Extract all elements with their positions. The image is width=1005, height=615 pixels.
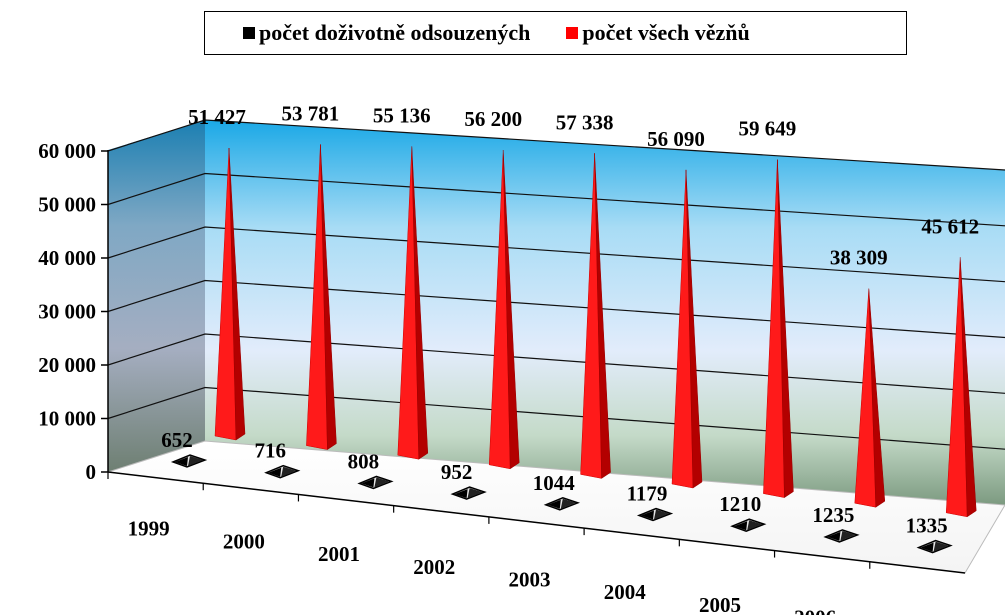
x-tick-label: 2002 <box>413 555 455 579</box>
red-data-label: 51 427 <box>188 105 246 129</box>
black-data-label: 1235 <box>812 503 854 527</box>
series-life-sentenced <box>170 454 953 554</box>
life-marker-side <box>840 530 856 541</box>
y-tick-label: 60 000 <box>38 139 96 163</box>
red-data-label: 56 090 <box>647 127 705 151</box>
red-data-label: 57 338 <box>556 110 614 134</box>
cone-shade-face <box>777 159 794 499</box>
x-tick-label: 2000 <box>223 529 265 553</box>
life-marker <box>641 510 654 520</box>
cone-shade-face <box>411 146 429 460</box>
x-tick-label: 2006 <box>794 606 836 615</box>
x-tick-label: 2004 <box>604 580 647 604</box>
gridline <box>107 119 1005 171</box>
life-marker <box>827 531 841 541</box>
y-tick-label: 30 000 <box>38 300 96 324</box>
y-tick-label: 0 <box>86 460 97 484</box>
life-marker-side <box>654 509 669 520</box>
life-marker <box>268 467 282 477</box>
black-data-label: 1179 <box>627 482 668 506</box>
y-axis-ticks: 0 10 000 20 000 30 000 40 000 50 000 60 000 <box>38 139 108 484</box>
cone-shade-face <box>320 144 337 451</box>
gridline <box>107 172 1005 227</box>
life-marker-side <box>747 520 763 531</box>
legend: počet doživotně odsouzených počet všech … <box>204 11 907 55</box>
legend-label-all-prisoners: počet všech vězňů <box>582 20 750 45</box>
black-data-label: 1335 <box>906 514 948 538</box>
legend-swatch-red <box>566 27 579 39</box>
life-marker <box>734 521 748 531</box>
y-tick-label: 50 000 <box>38 193 96 217</box>
red-data-label: 55 136 <box>373 103 431 127</box>
life-marker <box>361 478 375 488</box>
red-data-label: 45 612 <box>921 214 979 238</box>
series-all-prisoners <box>214 144 977 518</box>
legend-swatch-black <box>243 27 255 39</box>
black-data-label: 652 <box>161 428 193 452</box>
red-data-label: 56 200 <box>464 107 522 131</box>
black-data-label: 1210 <box>719 492 761 516</box>
gridline <box>107 333 1005 394</box>
cone-shade-face <box>228 147 246 441</box>
life-marker <box>920 542 934 552</box>
x-axis-ticks: 199920002001200220032004200520062007 <box>107 472 871 615</box>
life-marker-side <box>281 466 297 477</box>
x-tick-label: 2003 <box>509 568 551 592</box>
life-marker-side <box>467 488 483 499</box>
cone-shade-face <box>685 169 703 489</box>
y-tick-label: 20 000 <box>38 353 96 377</box>
life-marker-side <box>188 456 203 466</box>
legend-item-all-prisoners: počet všech vězňů <box>566 20 750 46</box>
red-data-label: 53 781 <box>282 101 340 125</box>
legend-item-life-sentenced: počet doživotně odsouzených <box>243 20 530 46</box>
red-data-label: 59 649 <box>739 117 797 141</box>
y-tick-label: 40 000 <box>38 246 96 270</box>
black-data-label: 1044 <box>533 471 576 495</box>
x-tick-label: 2001 <box>318 542 360 566</box>
life-marker-side <box>560 498 576 509</box>
legend-label-life-sentenced: počet doživotně odsouzených <box>259 20 531 45</box>
life-marker <box>454 489 468 499</box>
x-tick-label: 1999 <box>128 517 170 541</box>
data-labels: 51 427 652 53 781 716 55 136 808 56 200 952 57 3… <box>161 101 979 537</box>
y-tick-label: 10 000 <box>38 407 96 431</box>
black-data-label: 716 <box>254 439 286 463</box>
cone-shade-face <box>868 288 886 508</box>
black-data-label: 808 <box>348 449 380 473</box>
life-marker-side <box>933 541 949 552</box>
gridline <box>107 279 1005 339</box>
gridline <box>107 226 1005 283</box>
black-data-label: 952 <box>441 460 473 484</box>
cone-shade-face <box>959 257 977 518</box>
x-axis-line <box>107 471 966 574</box>
life-marker <box>175 457 188 466</box>
red-data-label: 38 309 <box>830 246 888 270</box>
life-marker-side <box>374 477 390 488</box>
cone-shade-face <box>502 150 520 470</box>
life-marker <box>547 499 561 509</box>
x-tick-label: 2005 <box>699 593 741 615</box>
gridlines <box>107 119 1005 450</box>
gridline <box>107 386 1005 450</box>
cone-shade-face <box>594 153 611 479</box>
